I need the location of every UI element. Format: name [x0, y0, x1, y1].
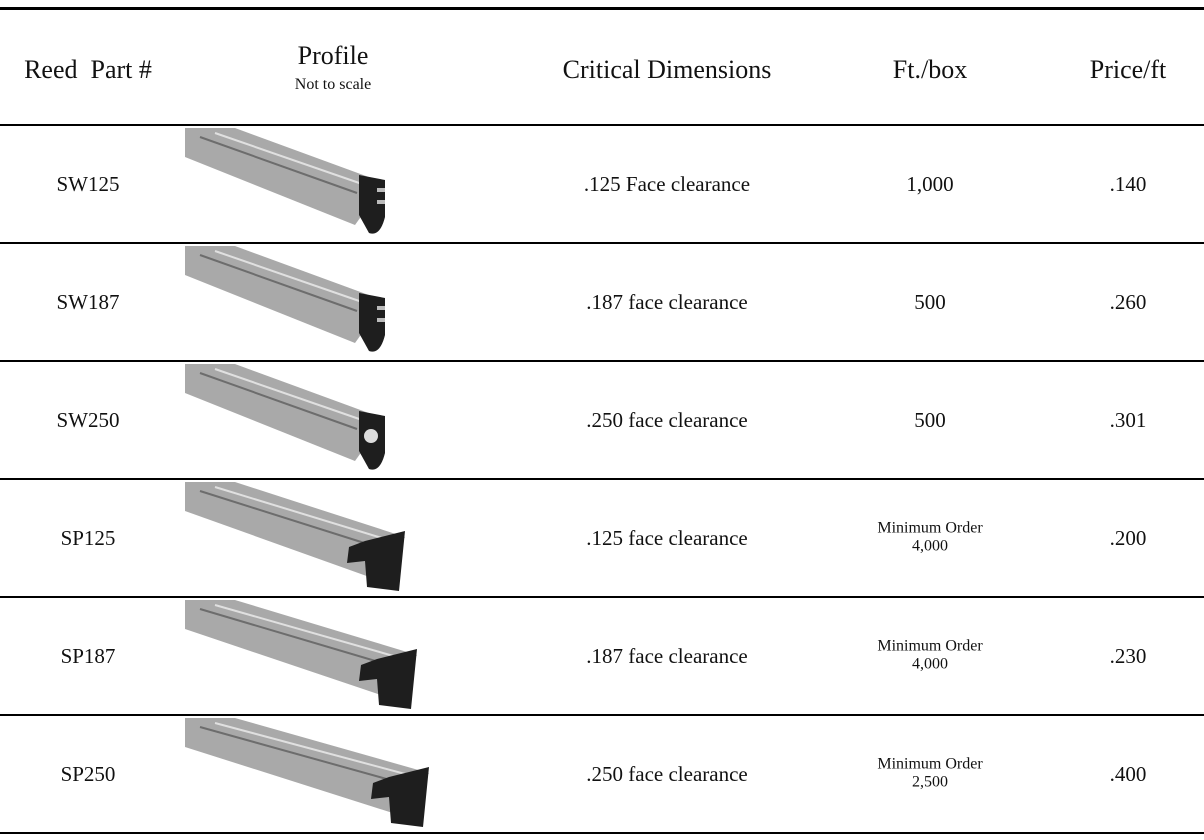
box-quantity: Minimum Order 4,000 — [877, 520, 982, 557]
box-line: Minimum Order — [877, 519, 983, 537]
box-line: 4,000 — [911, 538, 948, 555]
profile-ridge — [199, 726, 402, 784]
profile-end — [371, 767, 429, 827]
profile-ridge — [199, 372, 358, 430]
header-profile: Profile — [297, 41, 369, 71]
profile-groove — [377, 306, 385, 310]
row-rule — [0, 714, 1204, 716]
header-dimensions: Critical Dimensions — [562, 55, 772, 85]
box-quantity: 1,000 — [906, 172, 953, 196]
box-line: 4,000 — [911, 656, 948, 673]
profile-ridge — [214, 722, 410, 776]
profile-ridge — [214, 604, 398, 658]
profile-ridge — [214, 486, 386, 540]
part-number: SP250 — [60, 761, 116, 786]
profile-groove — [377, 200, 385, 204]
profile-hole — [364, 429, 378, 443]
box-quantity: Minimum Order 4,000 — [877, 638, 982, 675]
profile-end — [359, 293, 385, 352]
profile-end — [359, 649, 417, 709]
profile-ridge — [214, 132, 366, 186]
row-rule — [0, 478, 1204, 480]
box-line: Minimum Order — [877, 755, 983, 773]
profile-ridge — [199, 254, 358, 312]
box-quantity: Minimum Order 2,500 — [877, 756, 982, 793]
price: .301 — [1109, 407, 1147, 432]
row-rule — [0, 832, 1204, 834]
profile-body — [185, 600, 417, 697]
part-number: SP187 — [60, 643, 116, 668]
critical-dimension: .250 face clearance — [586, 407, 748, 432]
price: .260 — [1109, 289, 1147, 314]
profile-ridge — [199, 608, 390, 666]
price: .200 — [1109, 525, 1147, 550]
box-line: 1,000 — [906, 171, 954, 196]
header-price: Price/ft — [1089, 55, 1167, 85]
critical-dimension: .250 face clearance — [586, 761, 748, 786]
box-quantity: 500 — [914, 290, 946, 314]
profile-end — [359, 175, 385, 234]
profile-body — [185, 246, 385, 343]
price: .230 — [1109, 643, 1147, 668]
profile-body — [185, 364, 385, 461]
profile-ridge — [214, 250, 366, 304]
box-line: Minimum Order — [877, 637, 983, 655]
profile-groove — [377, 188, 385, 192]
row-rule — [0, 360, 1204, 362]
critical-dimension: .187 face clearance — [586, 643, 748, 668]
critical-dimension: .125 Face clearance — [583, 171, 751, 196]
header-part: Reed Part # — [24, 55, 152, 85]
header-rule — [0, 124, 1204, 126]
profile-body — [185, 718, 429, 815]
part-number: SW125 — [56, 171, 120, 196]
top-rule — [0, 7, 1204, 10]
price: .400 — [1109, 761, 1147, 786]
box-line: 500 — [914, 289, 946, 314]
header-box: Ft./box — [892, 55, 968, 85]
part-number: SW187 — [56, 289, 120, 314]
box-line: 2,500 — [911, 774, 948, 791]
critical-dimension: .125 face clearance — [586, 525, 748, 550]
part-number: SW250 — [56, 407, 120, 432]
price: .140 — [1109, 171, 1147, 196]
profile-ridge — [199, 136, 358, 194]
row-rule — [0, 596, 1204, 598]
box-quantity: 500 — [914, 408, 946, 432]
row-rule — [0, 242, 1204, 244]
part-number: SP125 — [60, 525, 116, 550]
profile-ridge — [214, 368, 366, 422]
header-profile-note: Not to scale — [294, 75, 372, 93]
profile-ridge — [199, 490, 378, 548]
box-line: 500 — [914, 407, 946, 432]
profile-body — [185, 128, 385, 225]
profile-end — [347, 531, 405, 591]
profile-groove — [377, 318, 385, 322]
critical-dimension: .187 face clearance — [586, 289, 748, 314]
